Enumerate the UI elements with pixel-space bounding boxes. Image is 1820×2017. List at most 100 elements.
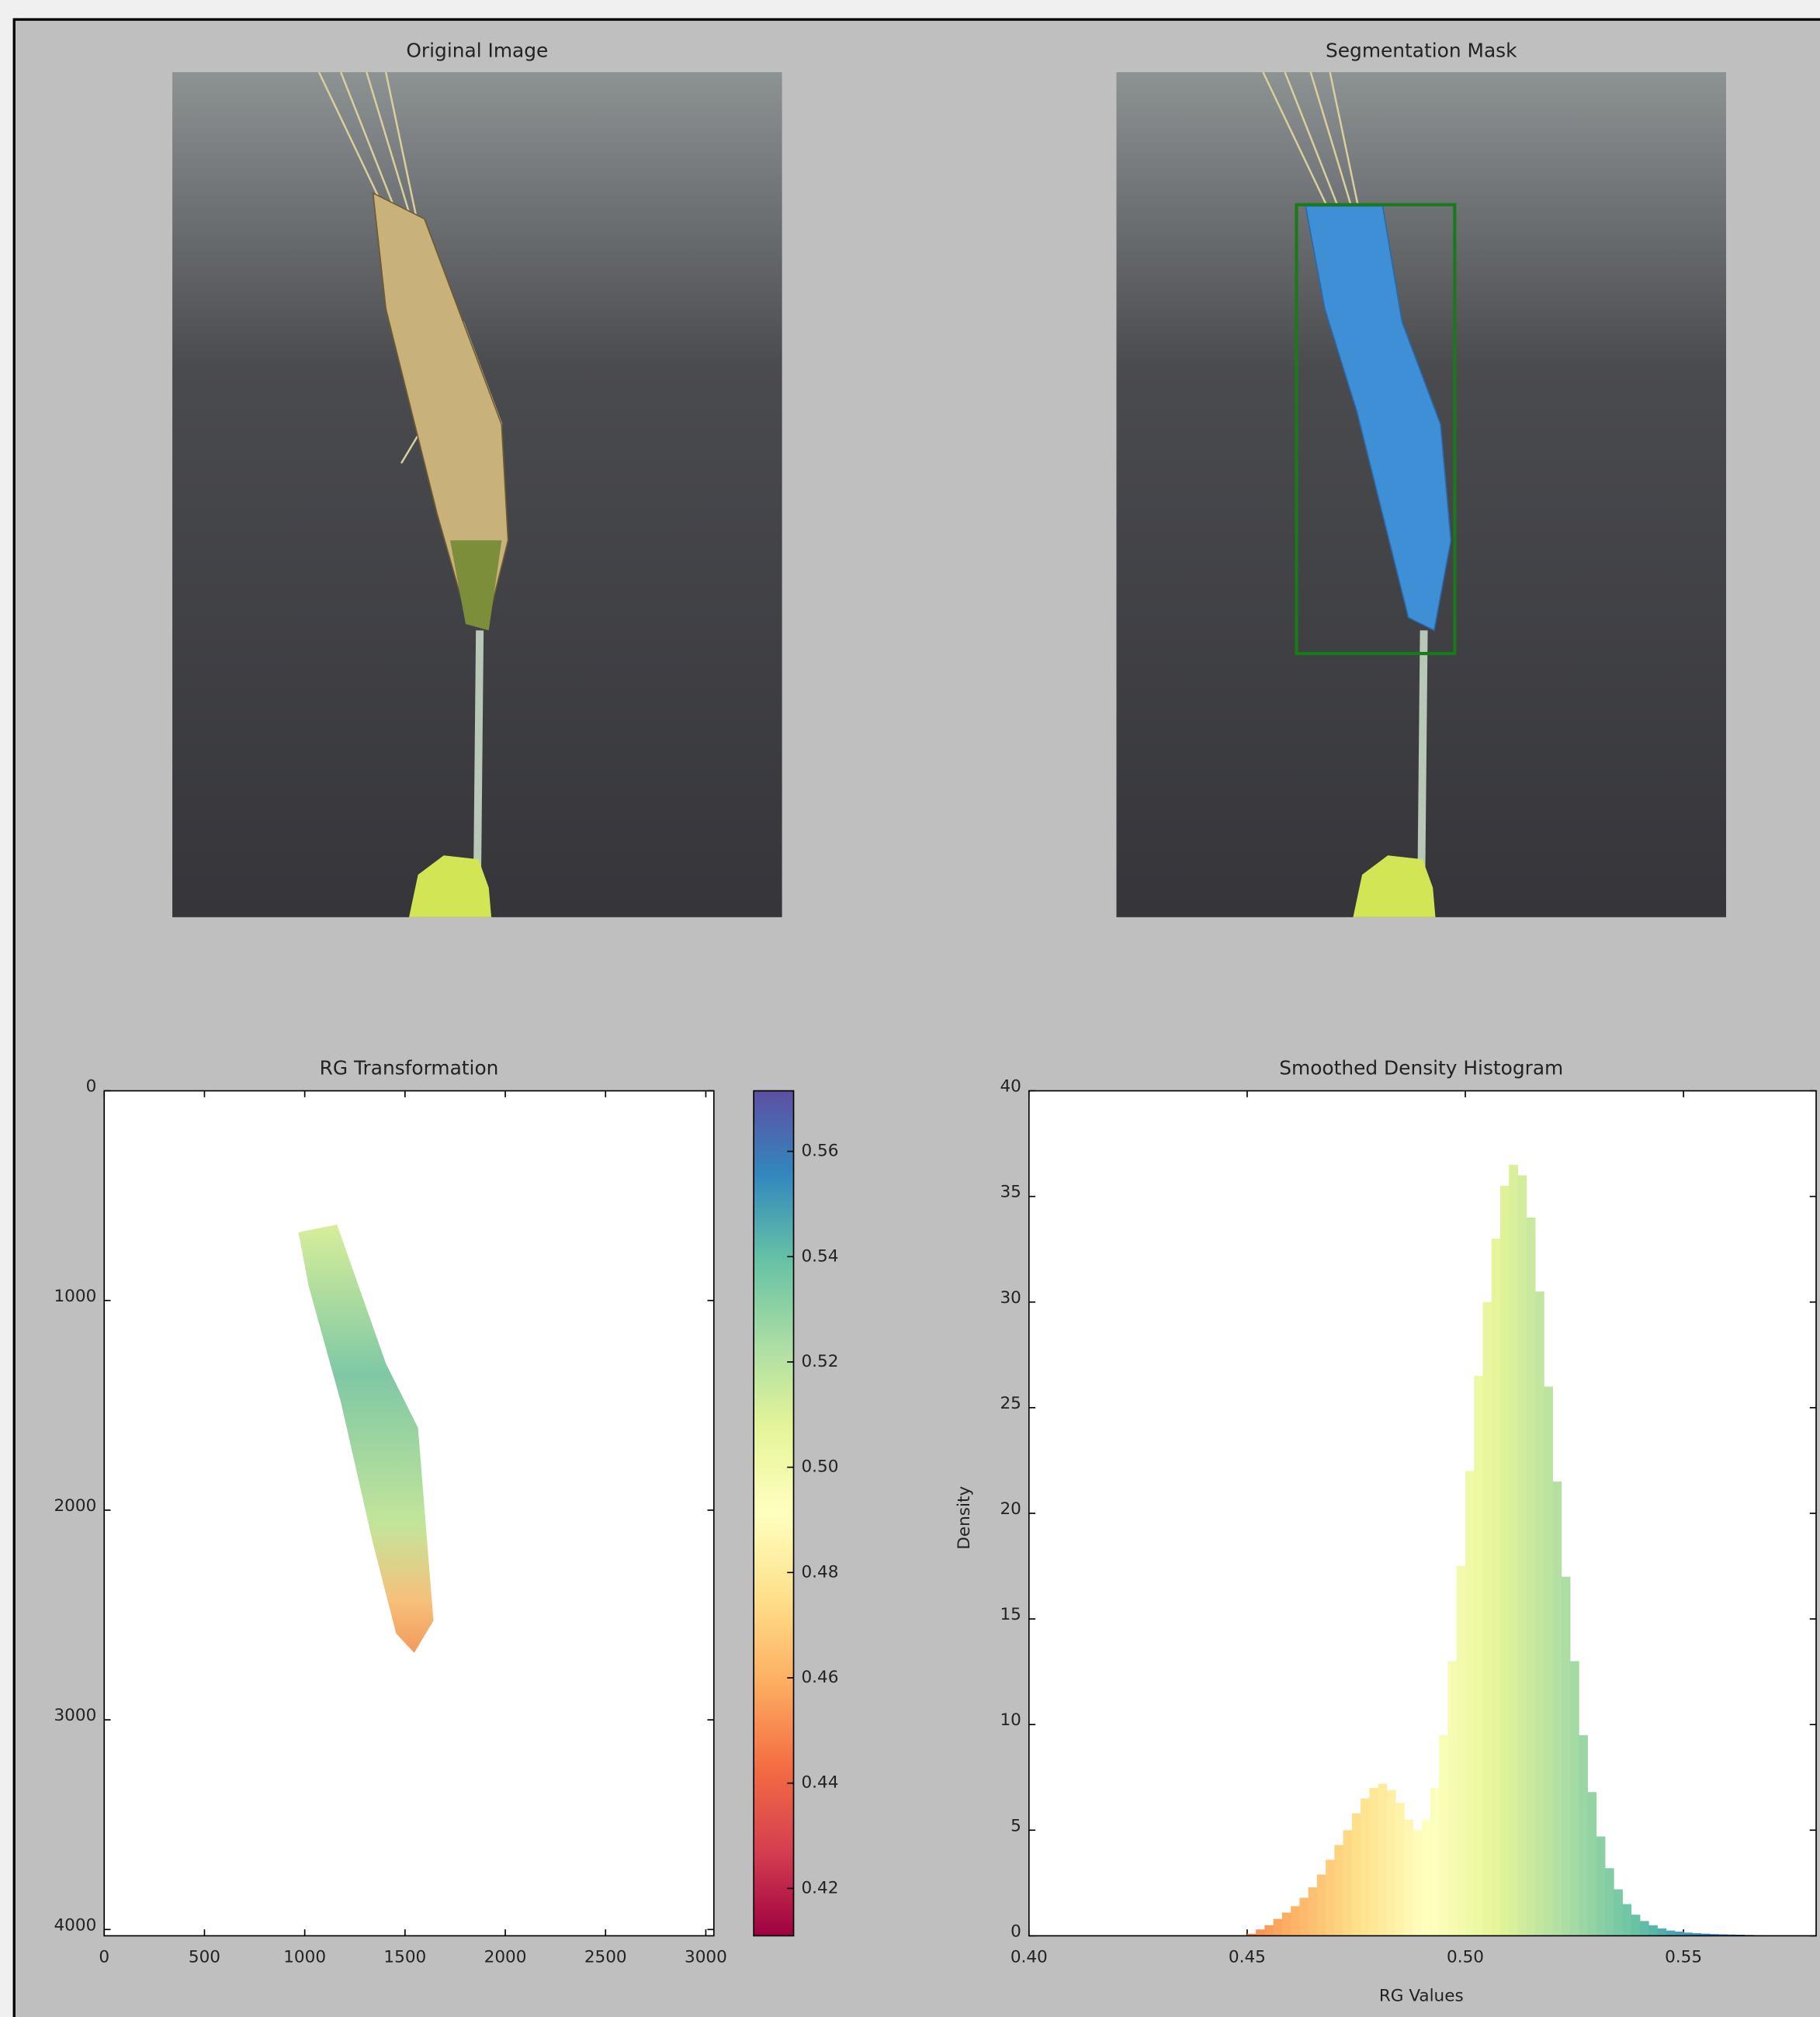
- hist-bar: [1291, 1906, 1300, 1936]
- x-tick-label: 0.40: [1011, 1948, 1048, 1967]
- axes-frame: [1028, 1090, 1817, 1937]
- y-tick-label: 2000: [54, 1496, 96, 1516]
- hist-bar: [1604, 1868, 1614, 1936]
- hist-bar: [1517, 1175, 1527, 1936]
- hist-bar: [1657, 1928, 1667, 1936]
- hist-bar: [1395, 1802, 1405, 1936]
- y-tick-label: 15: [1000, 1605, 1021, 1624]
- hist-bar: [1256, 1929, 1265, 1936]
- y-tick-label: 0: [1011, 1922, 1021, 1941]
- x-axis-label: RG Values: [1379, 1986, 1464, 2005]
- hist-bar: [1587, 1792, 1597, 1936]
- hist-bar: [1709, 1934, 1719, 1936]
- hist-bar: [1447, 1661, 1458, 1936]
- y-axis-label: Density: [955, 1486, 974, 1550]
- x-tick-label: 2000: [484, 1948, 527, 1967]
- hist-bar: [1430, 1787, 1440, 1936]
- hist-bar: [1700, 1933, 1711, 1936]
- y-tick-label: 25: [1000, 1394, 1021, 1413]
- colorbar-tick-label: 0.56: [801, 1142, 838, 1161]
- x-tick-label: 0: [99, 1948, 109, 1967]
- hist-bar: [1631, 1915, 1641, 1936]
- panel-title: Segmentation Mask: [1326, 40, 1517, 62]
- y-tick-label: 5: [1011, 1816, 1021, 1835]
- x-tick-label: 1500: [383, 1948, 426, 1967]
- hist-bar: [1421, 1819, 1431, 1936]
- hist-bar: [1491, 1239, 1501, 1936]
- y-tick-label: 30: [1000, 1288, 1021, 1308]
- colorbar-tick-label: 0.54: [801, 1246, 838, 1266]
- x-tick-label: 2500: [584, 1948, 627, 1967]
- colorbar-tick-label: 0.52: [801, 1352, 838, 1371]
- colorbar: [753, 1090, 795, 1937]
- hist-bar: [1361, 1798, 1370, 1936]
- hist-bar: [1579, 1735, 1588, 1936]
- hist-bar: [1692, 1933, 1702, 1936]
- hist-bar: [1369, 1787, 1379, 1936]
- x-tick-label: 500: [189, 1948, 220, 1967]
- hist-bar: [1413, 1830, 1423, 1936]
- hist-bar: [1326, 1859, 1335, 1936]
- hist-bar: [1404, 1819, 1414, 1936]
- panel-title: RG Transformation: [320, 1056, 499, 1079]
- y-tick-label: 0: [86, 1077, 97, 1097]
- x-tick-label: 0.45: [1229, 1948, 1266, 1967]
- hist-bar: [1474, 1376, 1483, 1936]
- hist-bar: [1334, 1845, 1344, 1936]
- hist-bar: [1569, 1661, 1579, 1936]
- hist-bar: [1246, 1933, 1257, 1936]
- colorbar-tick-label: 0.46: [801, 1668, 838, 1687]
- hist-bar: [1316, 1874, 1326, 1936]
- hist-bar: [1683, 1932, 1693, 1936]
- hist-bar: [1264, 1925, 1274, 1936]
- hist-bar: [1596, 1836, 1606, 1936]
- axes-frame: [103, 1090, 715, 1937]
- hist-bar: [1666, 1930, 1676, 1936]
- panel-title: Original Image: [406, 40, 548, 62]
- y-tick-label: 1000: [54, 1287, 96, 1306]
- hist-bar: [1482, 1301, 1492, 1936]
- y-tick-label: 10: [1000, 1710, 1021, 1730]
- hist-bar: [1308, 1887, 1318, 1936]
- x-tick-label: 0.50: [1447, 1948, 1484, 1967]
- hist-bg: [1028, 1090, 1817, 1936]
- segmentation-photo: [1116, 71, 1727, 917]
- y-tick-label: 4000: [54, 1915, 96, 1935]
- colorbar-tick-label: 0.44: [801, 1773, 838, 1793]
- y-tick-label: 35: [1000, 1183, 1021, 1202]
- hist-bar: [1465, 1471, 1475, 1936]
- x-tick-label: 0.55: [1665, 1948, 1702, 1967]
- original-photo: [172, 71, 782, 917]
- y-tick-label: 3000: [54, 1706, 96, 1725]
- x-tick-label: 1000: [283, 1948, 326, 1967]
- hist-bar: [1544, 1386, 1553, 1936]
- x-tick-label: 3000: [685, 1948, 727, 1967]
- hist-bar: [1386, 1790, 1396, 1936]
- y-tick-label: 20: [1000, 1499, 1021, 1519]
- hist-bar: [1718, 1934, 1728, 1936]
- hist-bar: [1343, 1830, 1353, 1936]
- hist-bar: [1552, 1482, 1562, 1936]
- hist-bar: [1509, 1164, 1518, 1936]
- hist-bar: [1622, 1904, 1632, 1936]
- hist-bar: [1299, 1897, 1309, 1936]
- hist-bar: [1674, 1931, 1684, 1936]
- hist-bar: [1526, 1217, 1536, 1936]
- hist-bar: [1534, 1291, 1544, 1936]
- hist-bar: [1456, 1566, 1466, 1936]
- colorbar-tick-label: 0.42: [801, 1878, 838, 1897]
- hist-bar: [1378, 1783, 1388, 1936]
- hist-bar: [1273, 1918, 1283, 1936]
- hist-bar: [1351, 1813, 1361, 1936]
- panel-title: Smoothed Density Histogram: [1279, 1056, 1563, 1079]
- y-tick-label: 40: [1000, 1077, 1021, 1097]
- colorbar-tick-label: 0.50: [801, 1457, 838, 1477]
- hist-bar: [1281, 1912, 1291, 1936]
- colorbar-tick-label: 0.48: [801, 1562, 838, 1582]
- hist-bar: [1639, 1921, 1649, 1936]
- bounding-box: [1295, 203, 1457, 656]
- rg-spike: [298, 1224, 434, 1653]
- hist-bar: [1561, 1576, 1571, 1936]
- hist-bar: [1648, 1925, 1658, 1936]
